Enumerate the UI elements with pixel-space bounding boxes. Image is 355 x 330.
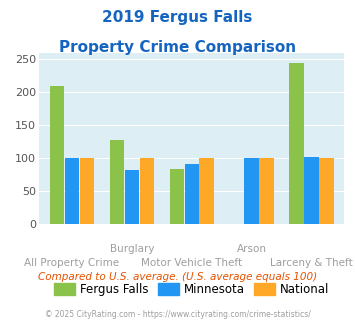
- Text: Arson: Arson: [236, 244, 267, 254]
- Bar: [125, 170, 139, 224]
- Bar: [289, 63, 304, 224]
- Text: Larceny & Theft: Larceny & Theft: [270, 258, 353, 268]
- Bar: [185, 164, 199, 224]
- Text: 2019 Fergus Falls: 2019 Fergus Falls: [102, 10, 253, 25]
- Bar: [200, 158, 214, 224]
- Bar: [110, 140, 124, 224]
- Text: All Property Crime: All Property Crime: [24, 258, 120, 268]
- Text: Burglary: Burglary: [110, 244, 154, 254]
- Bar: [304, 157, 318, 224]
- Text: © 2025 CityRating.com - https://www.cityrating.com/crime-statistics/: © 2025 CityRating.com - https://www.city…: [45, 310, 310, 319]
- Text: Motor Vehicle Theft: Motor Vehicle Theft: [141, 258, 242, 268]
- Text: Compared to U.S. average. (U.S. average equals 100): Compared to U.S. average. (U.S. average …: [38, 272, 317, 282]
- Bar: [65, 158, 79, 224]
- Bar: [80, 158, 94, 224]
- Legend: Fergus Falls, Minnesota, National: Fergus Falls, Minnesota, National: [49, 278, 334, 301]
- Bar: [170, 169, 184, 224]
- Bar: [50, 86, 64, 224]
- Bar: [140, 158, 154, 224]
- Bar: [260, 158, 274, 224]
- Bar: [319, 158, 334, 224]
- Bar: [244, 158, 259, 224]
- Text: Property Crime Comparison: Property Crime Comparison: [59, 40, 296, 54]
